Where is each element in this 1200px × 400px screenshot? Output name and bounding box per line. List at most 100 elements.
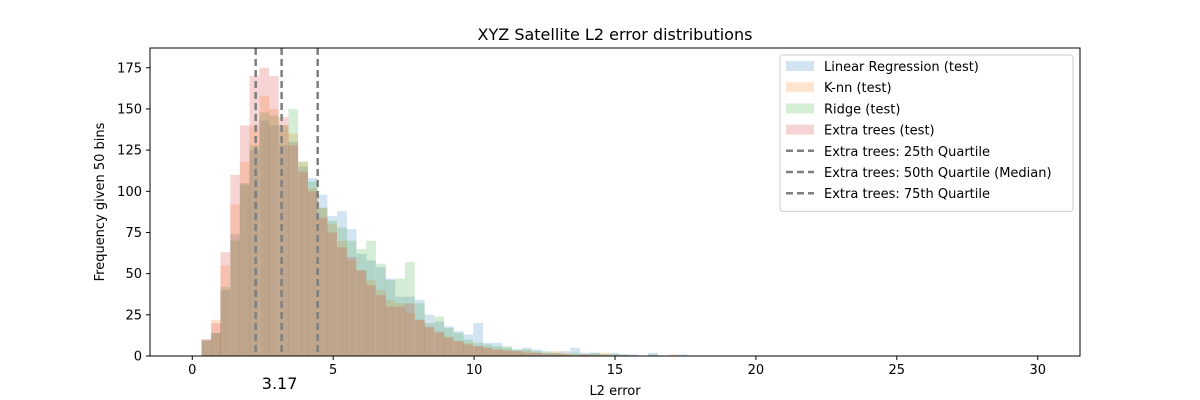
- y-tick-label-0: 0: [134, 350, 142, 365]
- bar-3-31: [502, 351, 512, 356]
- bar-0-25: [443, 326, 454, 356]
- legend-swatch-2: [786, 103, 814, 114]
- x-tick-label-5: 25: [889, 363, 906, 378]
- bar-2-13: [327, 220, 337, 356]
- bar-2-4: [239, 184, 250, 356]
- x-axis-ticks: 0 5 10 15 20 25 30: [188, 356, 1046, 378]
- legend-box: [779, 54, 1074, 212]
- bar-0-26: [453, 331, 464, 356]
- bar-1-38: [570, 354, 581, 356]
- bar-1-2: [220, 265, 231, 356]
- bar-2-7: [268, 115, 279, 356]
- bar-3-37: [560, 354, 571, 356]
- bar-0-37: [560, 351, 571, 356]
- y-tick-label-6: 150: [117, 102, 142, 117]
- bar-2-39: [580, 354, 590, 356]
- bar-2-28: [473, 342, 483, 356]
- bar-1-4: [239, 161, 250, 356]
- bar-1-23: [424, 328, 435, 356]
- bar-3-9: [288, 145, 299, 356]
- bar-2-43: [618, 354, 629, 356]
- bar-0-23: [424, 314, 435, 356]
- bar-2-20: [395, 278, 406, 356]
- bar-1-33: [521, 351, 532, 356]
- y-tick-label-1: 25: [125, 308, 142, 323]
- bar-0-41: [599, 354, 610, 356]
- bar-1-39: [580, 354, 590, 356]
- bar-3-3: [230, 174, 241, 356]
- bar-2-16: [356, 248, 367, 356]
- bar-0-9: [288, 141, 299, 356]
- bar-2-21: [405, 262, 415, 356]
- bar-1-36: [551, 351, 561, 356]
- bar-2-22: [414, 303, 425, 356]
- bar-2-30: [492, 346, 503, 356]
- bar-1-5: [249, 125, 260, 356]
- bar-2-35: [541, 352, 551, 356]
- bar-2-8: [278, 125, 289, 356]
- bar-0-39: [580, 352, 590, 356]
- bar-0-28: [473, 323, 483, 356]
- bar-1-32: [512, 351, 522, 356]
- bar-1-27: [463, 342, 474, 356]
- bar-3-28: [473, 346, 483, 356]
- bar-2-31: [502, 346, 512, 356]
- bar-2-37: [560, 354, 571, 356]
- bar-3-10: [298, 171, 308, 356]
- bar-0-36: [551, 352, 561, 356]
- bar-2-41: [599, 354, 610, 356]
- bar-1-28: [473, 346, 483, 356]
- legend-swatch-1: [786, 82, 814, 93]
- bar-0-6: [259, 120, 270, 357]
- bar-2-33: [521, 349, 532, 356]
- bar-3-6: [259, 67, 270, 356]
- bar-0-34: [531, 349, 542, 356]
- x-tick-label-1: 5: [329, 363, 337, 378]
- y-tick-label-3: 75: [125, 226, 142, 241]
- bar-2-6: [259, 112, 270, 356]
- legend-swatch-0: [786, 61, 814, 71]
- bar-1-15: [346, 260, 357, 356]
- bar-2-42: [609, 354, 620, 356]
- bar-0-31: [502, 347, 512, 356]
- bar-0-7: [268, 125, 279, 356]
- bar-3-1: [211, 323, 221, 356]
- bar-2-3: [230, 240, 241, 356]
- bar-3-22: [414, 319, 425, 356]
- bar-0-29: [482, 342, 493, 356]
- series-0: [201, 120, 688, 357]
- bar-3-24: [434, 331, 445, 356]
- series-2: [201, 108, 658, 356]
- bar-3-14: [337, 247, 347, 356]
- bar-3-8: [278, 117, 289, 356]
- bar-2-26: [453, 332, 464, 356]
- bar-0-24: [434, 321, 445, 356]
- legend-swatch-3: [786, 124, 814, 135]
- bar-2-19: [385, 280, 396, 356]
- bar-0-8: [278, 145, 289, 356]
- bar-1-7: [268, 108, 279, 356]
- y-tick-label-7: 175: [117, 61, 142, 76]
- x-tick-label-6: 30: [1029, 363, 1046, 378]
- bar-1-8: [278, 125, 289, 356]
- bar-1-25: [443, 336, 454, 356]
- bar-3-38: [580, 354, 590, 356]
- x-tick-label-4: 20: [748, 363, 765, 378]
- bar-2-40: [589, 352, 600, 356]
- bar-3-16: [356, 270, 367, 356]
- bar-2-32: [512, 349, 522, 356]
- bar-2-2: [220, 286, 231, 356]
- bar-2-1: [211, 332, 221, 356]
- bar-0-44: [628, 354, 639, 356]
- bar-3-23: [424, 326, 435, 356]
- bar-3-25: [443, 337, 454, 356]
- bar-1-3: [230, 204, 241, 356]
- bar-2-9: [288, 108, 299, 356]
- bar-3-13: [327, 232, 337, 356]
- bar-3-0: [201, 339, 212, 356]
- bar-1-40: [589, 354, 600, 356]
- x-tick-label-0: 0: [188, 363, 196, 378]
- bar-1-24: [434, 332, 445, 356]
- bar-1-14: [337, 240, 347, 356]
- bar-1-29: [482, 347, 493, 356]
